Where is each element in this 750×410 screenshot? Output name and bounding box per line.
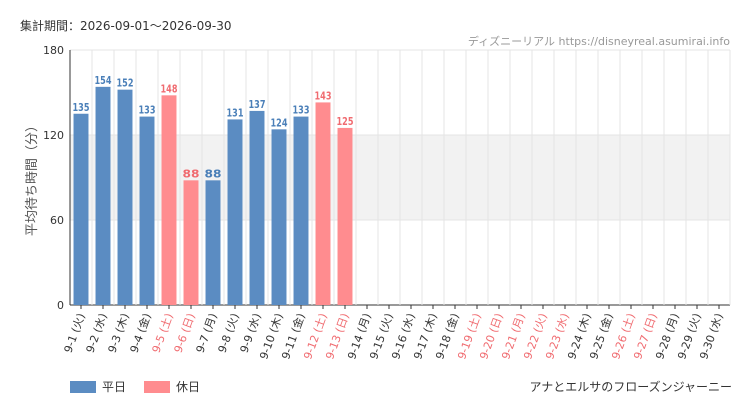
legend-item-weekday: 平日 (70, 378, 126, 395)
y-tick-label: 0 (57, 299, 64, 312)
bar (315, 102, 331, 306)
data-label: 124 (271, 116, 288, 129)
bar (161, 95, 177, 305)
legend-label-holiday: 休日 (176, 380, 201, 394)
data-label: 125 (337, 115, 354, 128)
data-label: 88 (205, 167, 222, 180)
bar (95, 86, 111, 305)
bar (249, 110, 265, 306)
data-label: 143 (315, 89, 332, 102)
site-label: ディズニーリアル https://disneyreal.asumirai.inf… (467, 35, 730, 48)
data-label: 133 (293, 104, 310, 117)
legend-swatch-holiday (144, 380, 171, 393)
data-label: 137 (249, 98, 266, 111)
y-tick-label: 120 (43, 129, 64, 142)
chart-legend: 平日 休日 (70, 378, 210, 395)
data-label: 133 (139, 104, 156, 117)
bar (73, 113, 89, 305)
data-label: 152 (117, 77, 134, 90)
legend-item-holiday: 休日 (144, 378, 200, 395)
attraction-name: アナとエルサのフローズンジャーニー (529, 380, 732, 394)
bar (117, 89, 133, 306)
bar (205, 180, 221, 305)
bar (271, 129, 287, 305)
y-tick-label: 180 (43, 44, 64, 57)
y-tick-label: 60 (50, 214, 64, 227)
bar (227, 119, 243, 306)
y-axis-label: 平均待ち時間（分） (25, 119, 40, 236)
data-label: 135 (73, 101, 90, 114)
legend-label-weekday: 平日 (102, 380, 127, 394)
data-label: 154 (95, 74, 112, 87)
data-label: 131 (227, 106, 244, 119)
bar (293, 116, 309, 305)
data-label: 88 (183, 167, 200, 180)
bar (337, 127, 353, 306)
legend-swatch-weekday (70, 380, 96, 393)
bar (139, 116, 155, 305)
bar (183, 180, 199, 305)
data-label: 148 (161, 82, 178, 95)
period-label: 集計期間：2026-09-01～2026-09-30 (20, 19, 232, 33)
